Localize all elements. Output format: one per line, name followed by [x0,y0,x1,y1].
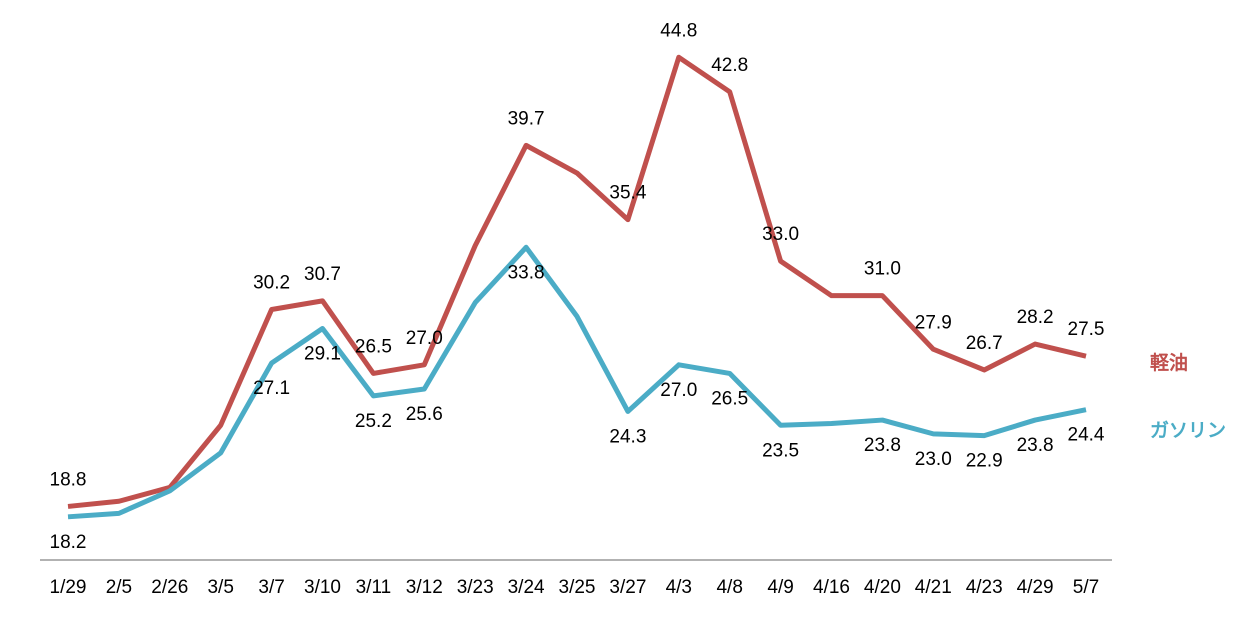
x-tick-label: 3/5 [207,577,233,598]
x-tick-label: 3/23 [457,577,494,598]
x-tick-label: 1/29 [50,577,87,598]
data-label: 30.2 [253,273,290,294]
data-label: 22.9 [966,451,1003,472]
series-line [67,244,1087,520]
data-label: 25.6 [406,404,443,425]
series-name: 軽油 [1150,352,1188,374]
data-label: 27.0 [406,328,443,349]
data-label: 26.7 [966,333,1003,354]
data-label: 33.8 [508,262,545,283]
x-tick-label: 3/25 [559,577,596,598]
x-tick-label: 3/27 [609,577,646,598]
x-tick-label: 3/7 [258,577,284,598]
data-label: 35.4 [609,183,646,204]
x-tick-label: 3/11 [356,577,392,598]
data-label: 39.7 [508,108,545,129]
data-label: 18.2 [50,532,87,553]
data-label: 29.1 [304,344,341,365]
x-tick-label: 2/5 [106,577,132,598]
data-label: 25.2 [355,411,392,432]
x-tick-label: 3/24 [508,577,545,598]
series-name: ガソリン [1150,420,1226,442]
x-tick-label: 4/20 [864,577,901,598]
x-tick-label: 4/3 [666,577,692,598]
x-tick-label: 5/7 [1073,577,1099,598]
data-label: 27.0 [660,380,697,401]
data-label: 23.8 [1017,435,1054,456]
data-label: 23.0 [915,449,952,470]
x-tick-label: 4/8 [716,577,742,598]
x-tick-label: 4/16 [813,577,850,598]
x-tick-label: 4/29 [1017,577,1054,598]
x-tick-label: 3/12 [406,577,443,598]
data-label: 42.8 [711,55,748,76]
series-line [67,54,1087,509]
data-label: 23.5 [762,440,799,461]
data-label: 23.8 [864,435,901,456]
x-tick-label: 2/26 [151,577,188,598]
data-label: 18.8 [50,469,87,490]
x-tick-label: 4/21 [915,577,952,598]
data-label: 33.0 [762,224,799,245]
data-label: 26.5 [355,336,392,357]
data-label: 30.7 [304,264,341,285]
data-label: 27.1 [253,378,290,399]
data-label: 44.8 [660,20,697,41]
x-tick-label: 4/23 [966,577,1003,598]
data-label: 27.9 [915,312,952,333]
data-label: 26.5 [711,388,748,409]
data-label: 28.2 [1017,307,1054,328]
data-label: 27.5 [1068,319,1105,340]
data-label: 31.0 [864,259,901,280]
x-tick-label: 3/10 [304,577,341,598]
data-label: 24.4 [1068,425,1105,446]
data-label: 24.3 [609,426,646,447]
x-tick-label: 4/9 [767,577,793,598]
